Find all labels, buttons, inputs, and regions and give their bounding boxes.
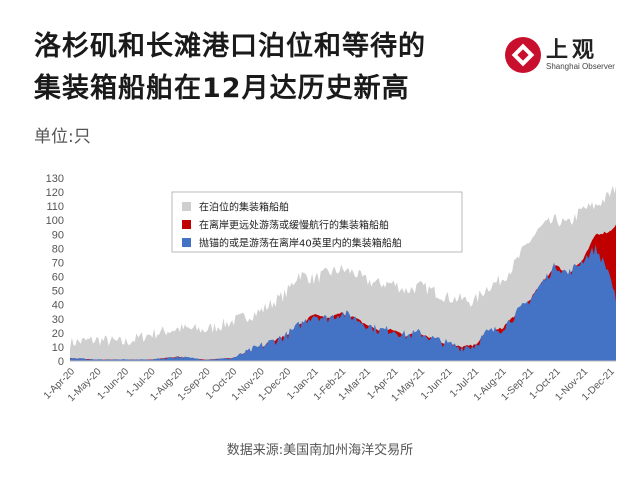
data-source: 数据来源:美国南加州海洋交易所: [226, 443, 414, 458]
area-berth-ships: [70, 185, 616, 361]
unit-label: 单位:只: [34, 127, 91, 147]
legend-entry: 抛锚的或是游荡在离岸40英里内的集装箱船舶: [199, 237, 402, 250]
title-line-2: 集装箱船舶在12月达历史新高: [34, 73, 410, 104]
y-tick-label: 80: [52, 243, 64, 255]
y-tick-label: 20: [52, 328, 64, 340]
legend-entry: 在离岸更远处游荡或缓慢航行的集装箱船舶: [199, 219, 389, 232]
logo-mark-icon: [505, 37, 541, 73]
x-axis: 1-Apr-201-May-201-Jun-201-Jul-201-Aug-20…: [42, 360, 617, 404]
y-tick-label: 40: [52, 300, 64, 312]
legend-swatch: [182, 238, 191, 247]
area-chart: 0 10 20 30 40 50 60 70 80 90 100 110 120 130 1-Apr-20…: [42, 173, 617, 404]
y-tick-label: 100: [46, 215, 64, 227]
shanghai-observer-logo: 上观 Shanghai Observer: [504, 30, 624, 80]
y-tick-label: 120: [46, 187, 64, 199]
y-tick-label: 110: [46, 201, 64, 213]
y-tick-label: 50: [52, 286, 64, 298]
area-anchored-ships: [70, 244, 616, 361]
legend-swatch: [182, 202, 191, 211]
logo-en-text: Shanghai Observer: [546, 62, 615, 71]
y-tick-label: 10: [52, 342, 64, 354]
y-tick-label: 130: [46, 173, 64, 185]
legend-swatch: [182, 220, 191, 229]
y-tick-label: 90: [52, 229, 64, 241]
y-tick-label: 60: [52, 272, 64, 284]
y-tick-label: 70: [52, 257, 64, 269]
legend-entry: 在泊位的集装箱船舶: [199, 201, 289, 214]
y-tick-label: 0: [58, 356, 64, 368]
logo-cn-text: 上观: [546, 38, 599, 63]
y-axis: 0 10 20 30 40 50 60 70 80 90 100 110 120 130: [46, 173, 64, 368]
chart-title: 洛杉矶和长滩港口泊位和等待的 集装箱船舶在12月达历史新高: [34, 26, 484, 110]
chart-areas: [70, 185, 616, 361]
y-tick-label: 30: [52, 314, 64, 326]
title-line-1: 洛杉矶和长滩港口泊位和等待的: [34, 31, 426, 62]
legend-box: [171, 191, 463, 253]
chart-legend: 在泊位的集装箱船舶在离岸更远处游荡或缓慢航行的集装箱船舶抛锚的或是游荡在离岸40…: [171, 191, 463, 253]
